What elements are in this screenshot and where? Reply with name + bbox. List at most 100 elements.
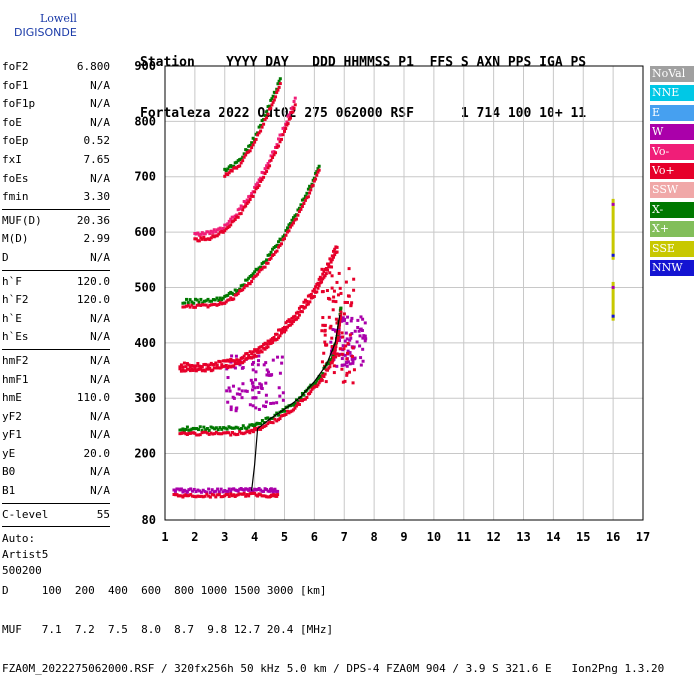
param-row: foF1 N/A bbox=[2, 77, 110, 96]
trace-point bbox=[227, 219, 231, 223]
trace-point bbox=[193, 427, 197, 431]
trace-point bbox=[211, 298, 215, 302]
trace-point bbox=[193, 297, 197, 301]
trace-point bbox=[244, 494, 248, 498]
trace-point bbox=[278, 82, 282, 86]
trace-point bbox=[251, 143, 255, 147]
echo-point bbox=[227, 386, 231, 390]
echo-point bbox=[269, 373, 273, 377]
trace-point bbox=[221, 296, 225, 300]
trace-point bbox=[193, 367, 197, 371]
trace-point bbox=[247, 425, 251, 429]
trace-point bbox=[201, 301, 205, 305]
footer-file: FZA0M_2022275062000.RSF / 320fx256h 50 k… bbox=[2, 662, 665, 675]
y-tick-label: 200 bbox=[134, 447, 156, 461]
param-name: fmin bbox=[2, 190, 29, 204]
trace-point bbox=[320, 377, 324, 381]
echo-point bbox=[262, 404, 266, 408]
trace-point bbox=[316, 281, 320, 285]
trace-point bbox=[266, 261, 270, 265]
trace-point bbox=[268, 104, 272, 108]
trace-point bbox=[198, 433, 202, 437]
x-tick-label: 16 bbox=[606, 530, 620, 544]
echo-point bbox=[337, 328, 341, 332]
echo-point bbox=[345, 373, 349, 377]
echo-point bbox=[349, 319, 353, 323]
trace-point bbox=[260, 125, 264, 129]
echo-point bbox=[343, 300, 347, 304]
trace-point bbox=[305, 191, 309, 195]
trace-point bbox=[222, 426, 226, 430]
trace-point bbox=[247, 429, 251, 433]
echo-point bbox=[257, 390, 261, 394]
trace-point bbox=[212, 493, 216, 497]
trace-point bbox=[283, 409, 286, 413]
trace-point bbox=[229, 433, 233, 437]
param-value: 110.0 bbox=[76, 391, 110, 405]
param-name: B1 bbox=[2, 484, 16, 498]
trace-point bbox=[244, 153, 248, 157]
trace-point bbox=[268, 489, 272, 493]
echo-point bbox=[271, 358, 275, 362]
trace-point bbox=[211, 368, 215, 372]
trace-point bbox=[223, 174, 227, 178]
trace-point bbox=[266, 166, 270, 170]
trace-point bbox=[242, 286, 246, 290]
trace-point bbox=[306, 302, 310, 306]
trace-point bbox=[271, 100, 275, 104]
trace-point bbox=[207, 494, 211, 498]
trace-point bbox=[206, 365, 210, 369]
param-value: 0.52 bbox=[83, 134, 111, 148]
trace-point bbox=[204, 428, 208, 432]
trace-point bbox=[190, 303, 194, 307]
echo-point bbox=[338, 347, 342, 351]
trace-point bbox=[185, 304, 189, 308]
trace-point bbox=[227, 425, 231, 429]
trace-point bbox=[331, 359, 335, 363]
echo-point bbox=[254, 370, 258, 374]
trace-point bbox=[238, 427, 242, 431]
echo-point bbox=[226, 400, 230, 404]
echo-point bbox=[254, 406, 258, 410]
trace-point bbox=[269, 487, 273, 491]
y-tick-label: 800 bbox=[134, 114, 156, 128]
echo-point bbox=[269, 401, 273, 405]
param-row: h`E N/A bbox=[2, 310, 110, 329]
trace-point bbox=[262, 122, 266, 126]
trace-point bbox=[208, 491, 212, 495]
trace-point bbox=[254, 274, 258, 278]
echo-point bbox=[325, 289, 329, 293]
trace-point bbox=[211, 303, 215, 307]
trace-point bbox=[200, 431, 204, 435]
trace-point bbox=[300, 305, 304, 309]
trace-point bbox=[199, 494, 203, 498]
echo-point bbox=[344, 331, 348, 335]
trace-point bbox=[335, 245, 339, 249]
echo-point bbox=[328, 326, 332, 330]
echo-point bbox=[323, 340, 327, 344]
trace-point bbox=[327, 362, 331, 366]
param-row: MUF(D) 20.36 bbox=[2, 212, 110, 231]
trace-point bbox=[190, 300, 194, 304]
trace-point bbox=[317, 283, 321, 287]
trace-point bbox=[189, 493, 193, 497]
legend-item: W bbox=[650, 124, 694, 141]
trace-point bbox=[257, 125, 261, 129]
trace-point bbox=[227, 359, 231, 363]
trace-point bbox=[254, 354, 258, 358]
param-row: fmin 3.30 bbox=[2, 188, 110, 207]
trace-point bbox=[266, 161, 270, 165]
trace-point bbox=[233, 288, 237, 292]
trace-point bbox=[210, 303, 214, 307]
trace-point bbox=[250, 280, 254, 284]
trace-point bbox=[253, 140, 257, 144]
trace-point bbox=[263, 118, 267, 122]
trace-point bbox=[251, 355, 255, 359]
trace-point bbox=[181, 490, 185, 494]
echo-point bbox=[329, 324, 333, 328]
echo-point bbox=[264, 361, 268, 365]
trace-point bbox=[270, 97, 274, 101]
trace-point bbox=[214, 489, 218, 493]
trace-point bbox=[234, 425, 238, 429]
param-row: foF1p N/A bbox=[2, 95, 110, 114]
